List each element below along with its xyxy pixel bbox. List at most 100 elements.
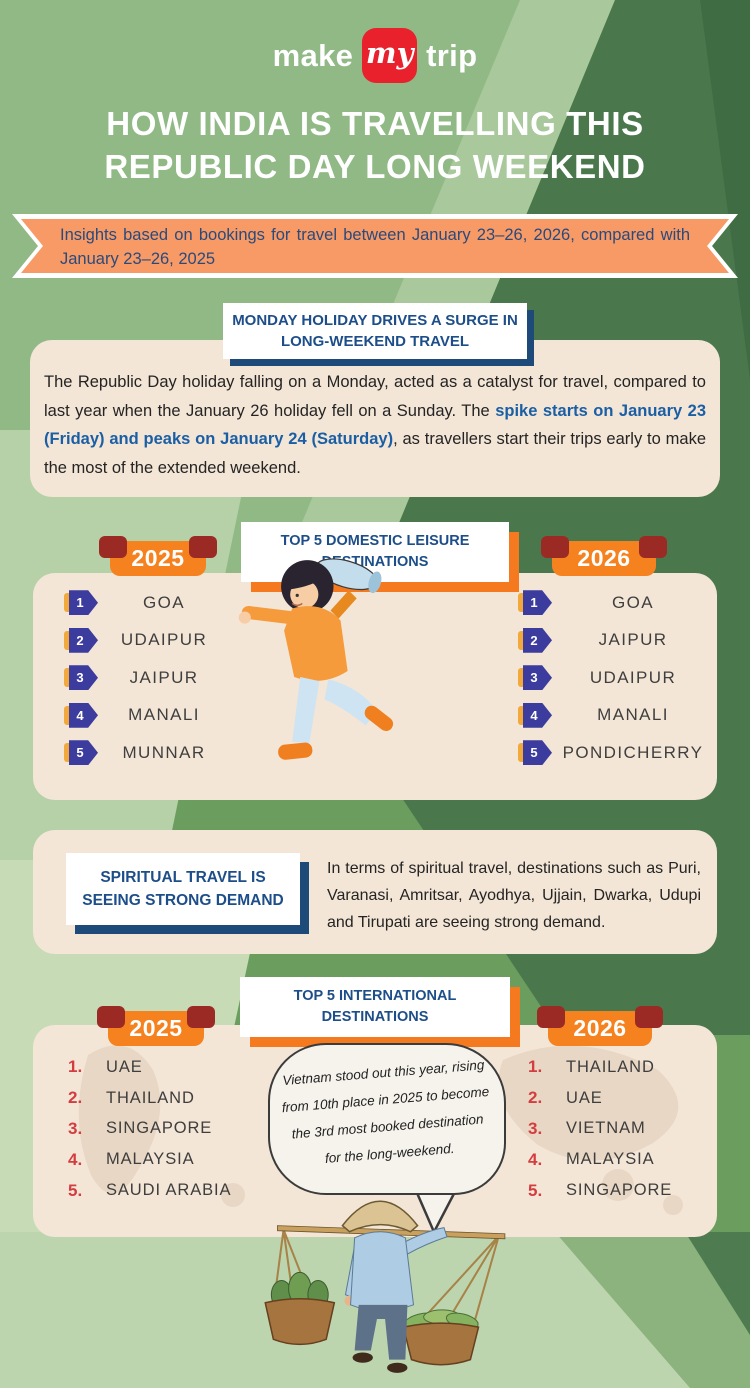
international-heading: TOP 5 INTERNATIONAL DESTINATIONS bbox=[240, 977, 510, 1037]
logo-text-trip: trip bbox=[426, 37, 478, 73]
domestic-year-left-label: 2025 bbox=[131, 545, 185, 571]
rank-badge: 4 bbox=[518, 702, 552, 728]
rank-number: 5. bbox=[528, 1180, 543, 1200]
domestic-year-2026-tab: 2026 bbox=[541, 536, 667, 576]
list-item: 3. VIETNAM bbox=[528, 1114, 728, 1145]
list-item: 5. SINGAPORE bbox=[528, 1175, 728, 1206]
rank-badge: 1 bbox=[64, 590, 98, 616]
ribbon-front bbox=[21, 219, 729, 273]
surge-body-highlight: spike starts on January 23 (Friday) and … bbox=[44, 401, 707, 449]
international-heading-line1: TOP 5 INTERNATIONAL bbox=[293, 988, 457, 1004]
list-item: 4 MANALI bbox=[518, 697, 730, 735]
page-title-line2: REPUBLIC DAY LONG WEEKEND bbox=[104, 148, 646, 185]
surge-body-text: The Republic Day holiday falling on a Mo… bbox=[44, 368, 706, 482]
insights-text: Insights based on bookings for travel be… bbox=[60, 226, 690, 268]
domestic-year-right-label: 2026 bbox=[577, 545, 631, 571]
page-title-line1: HOW INDIA IS TRAVELLING THIS bbox=[106, 105, 644, 142]
rank-number: 4. bbox=[68, 1149, 83, 1169]
list-item: 2 UDAIPUR bbox=[64, 622, 276, 660]
list-item: 5. SAUDI ARABIA bbox=[68, 1175, 268, 1206]
surge-body-prefix: The Republic Day holiday falling on a Mo… bbox=[44, 373, 706, 420]
domestic-list-2026: 1 GOA 2 JAIPUR 3 UDAIPUR 4 MANALI 5 POND… bbox=[518, 584, 730, 772]
list-item: 2 JAIPUR bbox=[518, 622, 730, 660]
list-item: 1 GOA bbox=[64, 584, 276, 622]
destination-label: MALAYSIA bbox=[106, 1150, 195, 1169]
list-item: 3 JAIPUR bbox=[64, 659, 276, 697]
international-list-2026: 1. THAILAND 2. UAE 3. VIETNAM 4. MALAYSI… bbox=[528, 1052, 728, 1206]
list-item: 3. SINGAPORE bbox=[68, 1114, 268, 1145]
rank-number: 3. bbox=[68, 1118, 83, 1138]
rank-badge: 1 bbox=[518, 590, 552, 616]
list-item: 5 MUNNAR bbox=[64, 734, 276, 772]
rank-number: 5. bbox=[68, 1180, 83, 1200]
list-item: 3 UDAIPUR bbox=[518, 659, 730, 697]
domestic-year-2025-tab: 2025 bbox=[99, 536, 217, 576]
list-item: 4 MANALI bbox=[64, 697, 276, 735]
destination-label: PONDICHERRY bbox=[562, 742, 704, 762]
destination-label: SINGAPORE bbox=[106, 1119, 213, 1138]
destination-label: MANALI bbox=[597, 705, 669, 725]
international-year-right-label: 2026 bbox=[573, 1015, 627, 1041]
destination-label: SINGAPORE bbox=[566, 1181, 673, 1200]
rank-badge: 4 bbox=[64, 702, 98, 728]
domestic-heading-line1: TOP 5 DOMESTIC LEISURE bbox=[280, 533, 470, 549]
rank-badge: 2 bbox=[518, 627, 552, 653]
surge-card bbox=[30, 340, 720, 497]
destination-label: UDAIPUR bbox=[589, 667, 677, 687]
page-title: HOW INDIA IS TRAVELLING THIS REPUBLIC DA… bbox=[0, 102, 750, 188]
logo-text-make: make bbox=[272, 37, 354, 73]
surge-heading: MONDAY HOLIDAY DRIVES A SURGE IN LONG-WE… bbox=[223, 303, 527, 359]
rank-badge: 2 bbox=[64, 627, 98, 653]
rank-number: 2. bbox=[528, 1088, 543, 1108]
international-list-2025: 1. UAE 2. THAILAND 3. SINGAPORE 4. MALAY… bbox=[68, 1052, 268, 1206]
surge-body-suffix: , as travellers start their trips early … bbox=[44, 430, 706, 477]
rank-number: 2. bbox=[68, 1088, 83, 1108]
rank-badge: 3 bbox=[518, 665, 552, 691]
surge-heading-line2: LONG-WEEKEND TRAVEL bbox=[280, 333, 470, 350]
list-item: 5 PONDICHERRY bbox=[518, 734, 730, 772]
rank-number: 1. bbox=[68, 1057, 83, 1077]
list-item: 1. UAE bbox=[68, 1052, 268, 1083]
international-year-2026-tab: 2026 bbox=[537, 1006, 663, 1046]
destination-label: JAIPUR bbox=[129, 667, 199, 687]
speech-bubble-text: Vietnam stood out this year, rising from… bbox=[272, 1050, 503, 1187]
destination-label: MALAYSIA bbox=[566, 1150, 655, 1169]
insights-ribbon: Insights based on bookings for travel be… bbox=[12, 214, 738, 278]
traveller-girl-illustration bbox=[238, 558, 394, 760]
list-item: 1 GOA bbox=[518, 584, 730, 622]
surge-heading-line1: MONDAY HOLIDAY DRIVES A SURGE IN bbox=[232, 312, 518, 329]
destination-label: JAIPUR bbox=[598, 630, 668, 650]
rank-badge: 5 bbox=[518, 740, 552, 766]
destination-label: SAUDI ARABIA bbox=[106, 1181, 232, 1200]
list-item: 1. THAILAND bbox=[528, 1052, 728, 1083]
destination-label: MANALI bbox=[128, 705, 200, 725]
rank-number: 4. bbox=[528, 1149, 543, 1169]
destination-label: UAE bbox=[566, 1088, 603, 1107]
list-item: 2. UAE bbox=[528, 1083, 728, 1114]
destination-label: VIETNAM bbox=[566, 1119, 646, 1138]
destination-label: GOA bbox=[143, 592, 185, 612]
destination-label: THAILAND bbox=[566, 1057, 655, 1076]
rank-badge: 3 bbox=[64, 665, 98, 691]
destination-label: MUNNAR bbox=[122, 742, 206, 762]
spiritual-body-text: In terms of spiritual travel, destinatio… bbox=[327, 860, 701, 931]
international-heading-line2: DESTINATIONS bbox=[321, 1009, 429, 1025]
spiritual-heading: SPIRITUAL TRAVEL IS SEEING STRONG DEMAND bbox=[66, 853, 300, 925]
speech-bubble: Vietnam stood out this year, rising from… bbox=[268, 1043, 506, 1195]
international-year-2025-tab: 2025 bbox=[97, 1006, 215, 1046]
rank-number: 1. bbox=[528, 1057, 543, 1077]
list-item: 4. MALAYSIA bbox=[68, 1144, 268, 1175]
list-item: 2. THAILAND bbox=[68, 1083, 268, 1114]
farmer-illustration bbox=[264, 1200, 506, 1373]
destination-label: THAILAND bbox=[106, 1088, 195, 1107]
destination-label: UAE bbox=[106, 1057, 143, 1076]
makemytrip-logo: make my trip bbox=[0, 28, 750, 83]
spiritual-heading-line1: SPIRITUAL TRAVEL IS bbox=[100, 869, 266, 886]
destination-label: UDAIPUR bbox=[120, 630, 208, 650]
domestic-card bbox=[33, 573, 717, 800]
rank-number: 3. bbox=[528, 1118, 543, 1138]
rank-badge: 5 bbox=[64, 740, 98, 766]
domestic-list-2025: 1 GOA 2 UDAIPUR 3 JAIPUR 4 MANALI 5 MUNN… bbox=[64, 584, 276, 772]
list-item: 4. MALAYSIA bbox=[528, 1144, 728, 1175]
